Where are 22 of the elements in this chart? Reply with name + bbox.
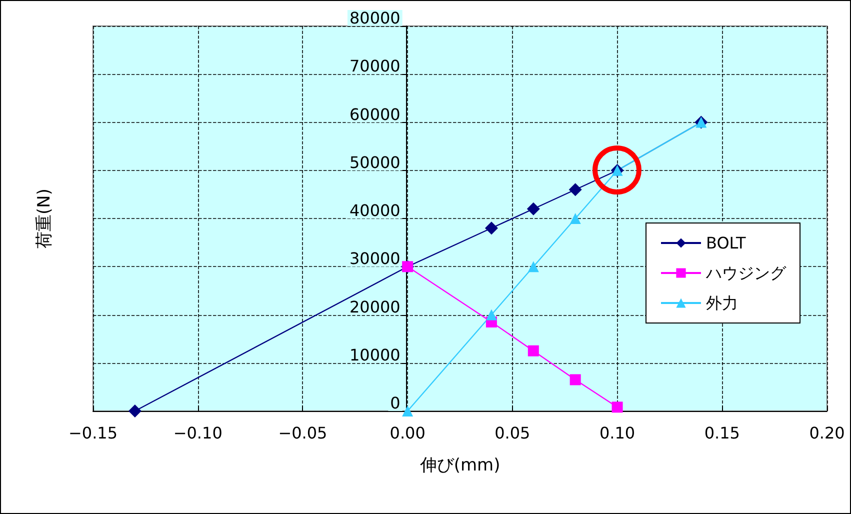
- legend-label: 外力: [706, 294, 738, 312]
- y-tick-label: 70000: [349, 56, 400, 76]
- y-tick-label: 60000: [349, 104, 400, 124]
- y-tick-label: 40000: [349, 201, 400, 220]
- y-tick-label: 10000: [349, 345, 400, 364]
- legend-label: ハウジング: [705, 264, 787, 282]
- x-tick-label: −0.15: [68, 424, 118, 442]
- y-tick-label: 0: [390, 394, 400, 412]
- x-tick-label: 0.10: [599, 424, 636, 442]
- y-tick-label: 50000: [349, 152, 400, 172]
- legend-label: BOLT: [706, 234, 746, 252]
- x-tick-label: 0.20: [809, 424, 845, 442]
- y-tick-label: 30000: [349, 249, 400, 268]
- x-tick-label: −0.10: [173, 424, 222, 442]
- x-tick-label: 0.15: [704, 424, 740, 442]
- x-tick-label: −0.05: [278, 424, 328, 442]
- x-tick-label: 0.00: [390, 424, 426, 442]
- y-tick-label: 80000: [349, 8, 400, 28]
- x-axis-title: 伸び(mm): [418, 456, 500, 476]
- x-tick-label: 0.05: [494, 424, 530, 442]
- y-axis-title: 荷重(N): [34, 188, 54, 248]
- y-tick-label: 20000: [349, 297, 400, 316]
